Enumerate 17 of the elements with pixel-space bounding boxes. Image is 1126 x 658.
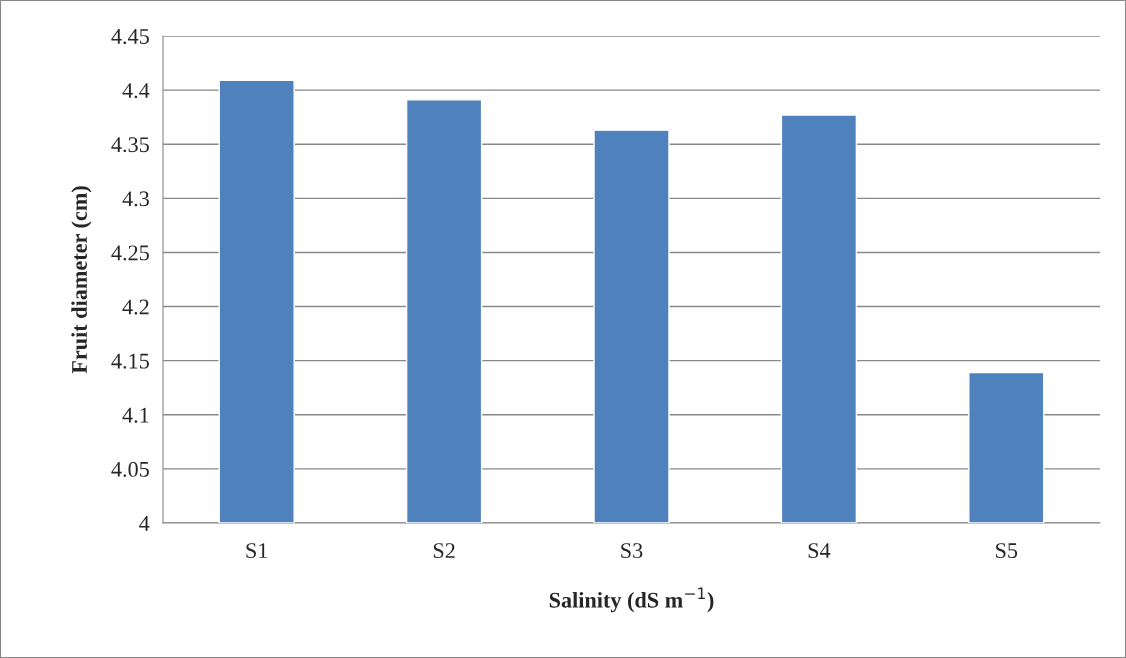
x-tick-label: S3 xyxy=(621,543,643,559)
y-tick-label: 4.4 xyxy=(122,83,150,99)
y-tick-label: 4 xyxy=(139,516,150,531)
x-tick-label: S2 xyxy=(433,543,455,559)
y-tick-label: 4.25 xyxy=(111,245,149,261)
y-tick-label: 4.3 xyxy=(122,191,149,207)
y-tick-label: 4.35 xyxy=(111,137,149,153)
x-axis-title: Salinity (dS m$^{−1}$) xyxy=(549,587,714,613)
y-tick-label: 4.2 xyxy=(122,299,149,315)
y-tick-label: 4.45 xyxy=(111,29,149,45)
x-tick-label: S5 xyxy=(996,543,1018,559)
y-tick-label: 4.15 xyxy=(111,353,149,369)
x-tick-label: S4 xyxy=(808,543,831,559)
x-tick-label: S1 xyxy=(246,543,268,559)
y-tick-label: 4.05 xyxy=(111,461,149,477)
y-axis-title: Fruit diameter (cm) xyxy=(71,186,92,374)
y-tick-label: 4.1 xyxy=(122,407,149,423)
